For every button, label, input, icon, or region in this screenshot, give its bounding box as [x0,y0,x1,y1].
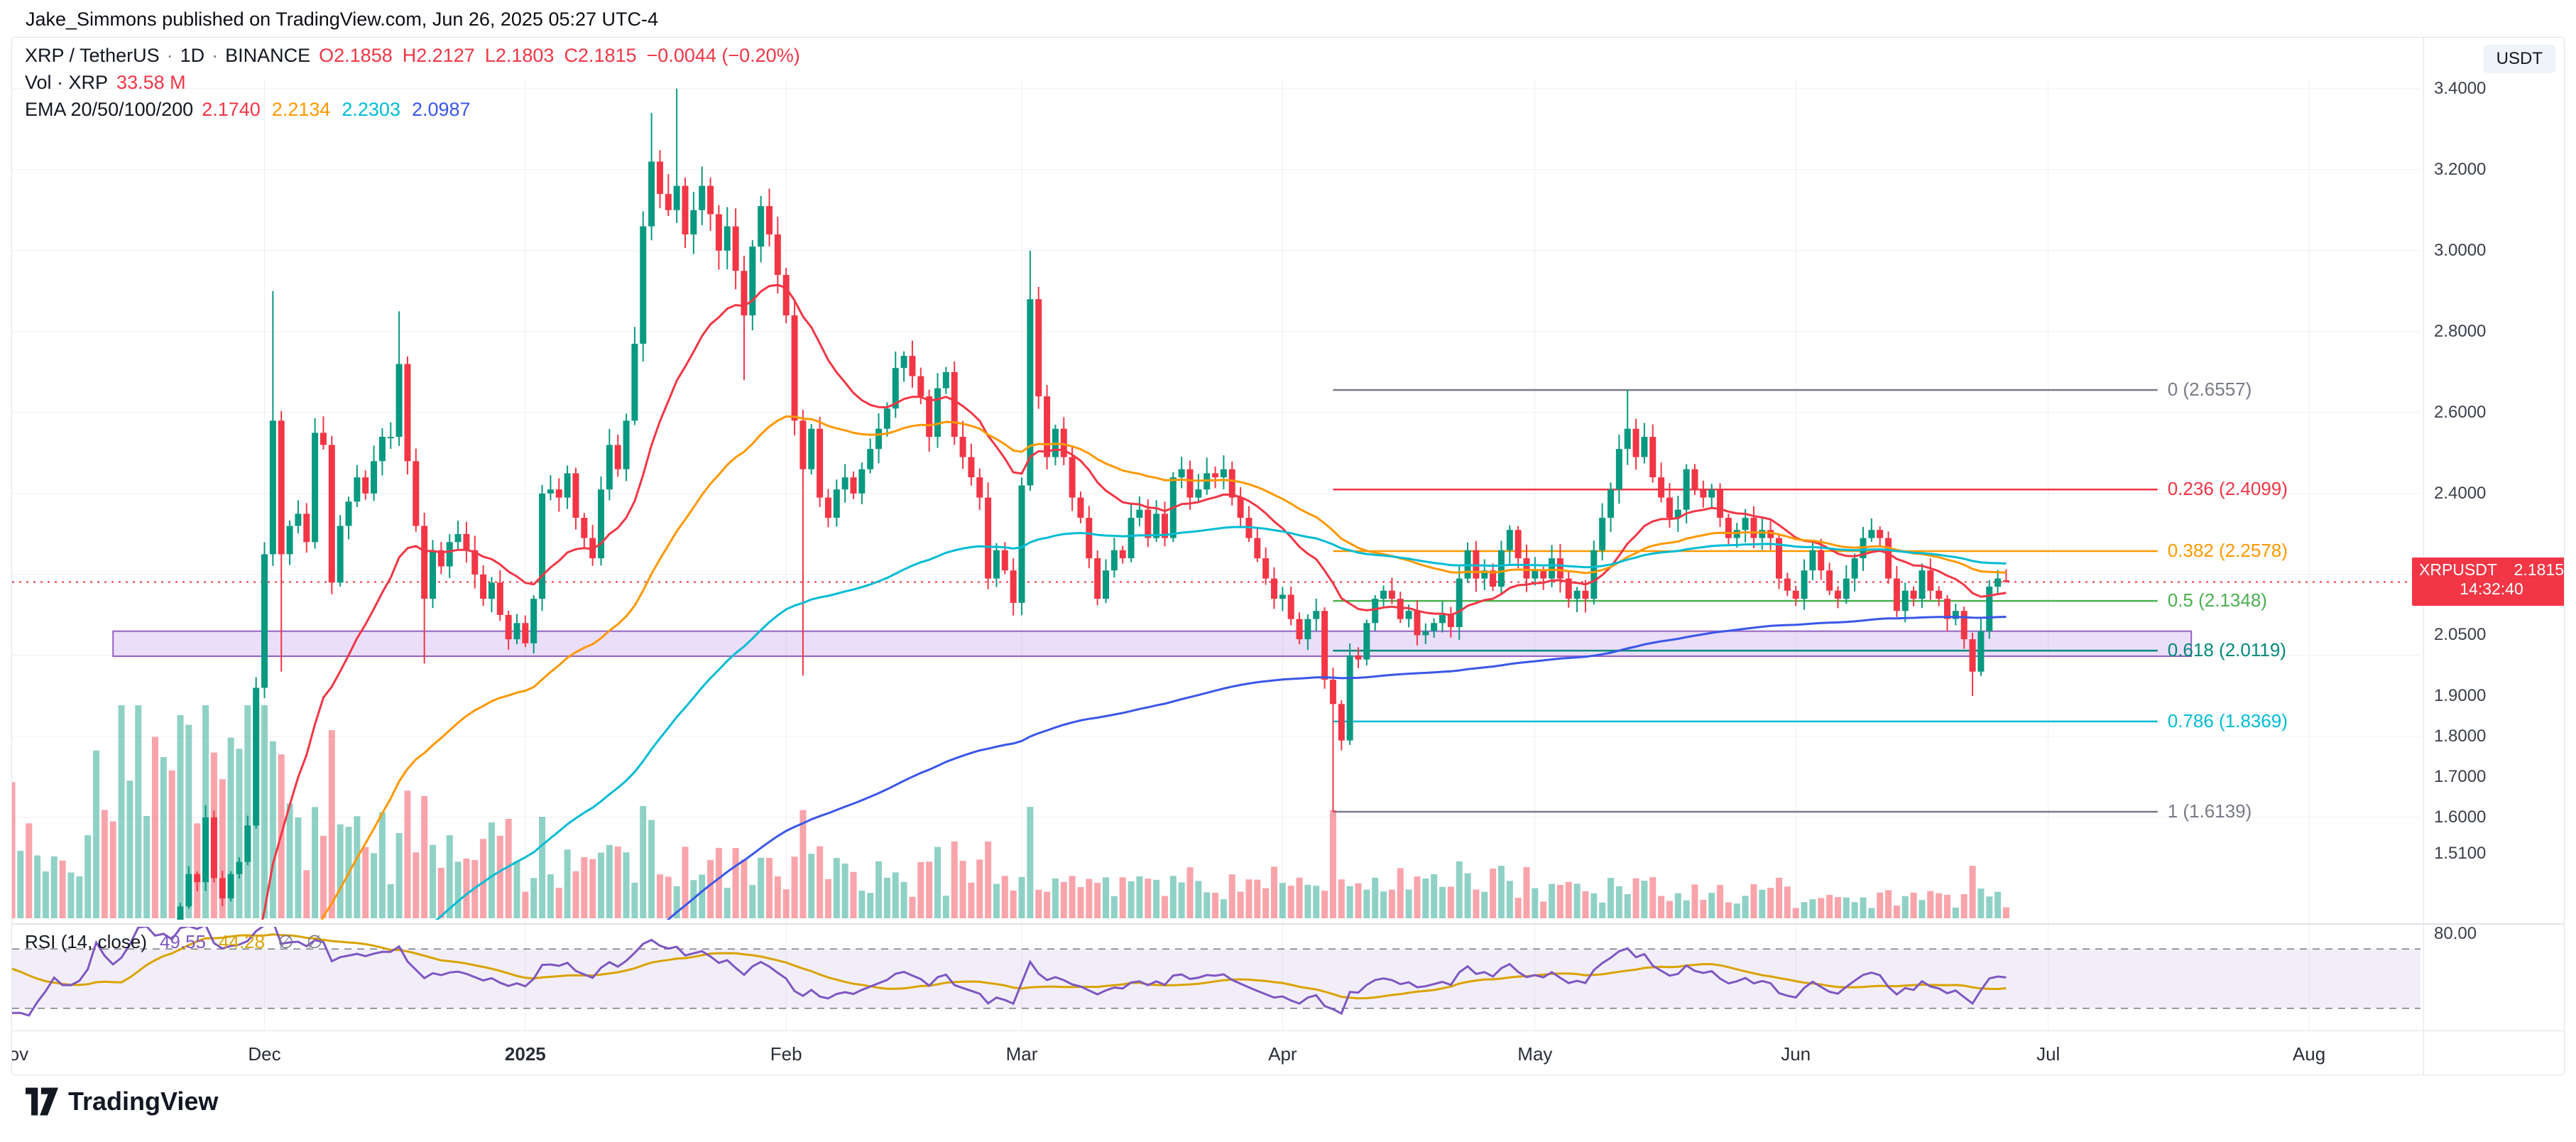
price-tick-label: 2.6000 [2434,402,2487,422]
price-tick-label: 1.5100 [2434,844,2487,864]
time-axis[interactable]: Nov Dec 2025 Feb Mar Apr May Jun Jul Aug [12,1030,2564,1075]
ema-value-50: 2.2134 [271,99,331,120]
tradingview-logo-icon[interactable] [26,1087,58,1116]
time-axis-label: Mar [1005,1043,1038,1065]
price-tick-label: 1.7000 [2434,766,2487,786]
currency-button[interactable]: USDT [2483,45,2555,73]
time-axis-label: Jun [1781,1043,1811,1065]
badge-price: 2.1815 [2514,560,2564,580]
fib-level-label: 0.786 (1.8369) [2167,709,2288,732]
ema-value-100: 2.2303 [342,99,400,120]
tradingview-brand[interactable]: TradingView [68,1087,219,1116]
change-value: −0.0044 (−0.20%) [646,45,800,66]
interval-label[interactable]: 1D [180,45,205,66]
fib-level-label: 0.236 (2.4099) [2167,478,2288,500]
price-tick-label: 2.4000 [2434,483,2487,503]
current-price-badge: XRPUSDT 2.1815 14:32:40 [2412,558,2564,607]
ema-label: EMA 20/50/100/200 [25,99,194,120]
price-tick-label: 3.0000 [2434,240,2487,260]
time-axis-label: Apr [1268,1043,1297,1065]
rsi-tick-label: 80.00 [2434,924,2477,944]
time-axis-label: May [1517,1043,1553,1065]
ohlc-value-h: H2.2127 [402,45,475,66]
ohlc-value-o: O2.1858 [319,45,393,66]
volume-value: 33.58 M [116,72,186,93]
separator-dot: · [212,45,219,66]
ohlc-value-c: C2.1815 [564,45,637,66]
symbol-row[interactable]: XRP / TetherUS · 1D · BINANCE O2.1858 H2.… [25,45,800,67]
fib-level-label: 1 (1.6139) [2167,800,2252,822]
rsi-value: 49.55 [159,931,207,952]
price-tick-label: 2.0500 [2434,625,2487,645]
price-tick-label: 3.2000 [2434,159,2487,179]
rsi-empty-icon: ∅ [278,931,294,952]
separator-dot: · [166,45,173,66]
price-tick-label: 1.6000 [2434,807,2487,827]
chart-canvas[interactable] [12,38,2565,1075]
volume-label: Vol · XRP [25,72,109,93]
ema-values: 2.1740 2.2134 2.2303 2.0987 [202,99,481,121]
time-axis-label: 2025 [504,1043,546,1065]
volume-row[interactable]: Vol · XRP 33.58 M [25,72,800,94]
rsi-label: RSI (14, close) [25,931,147,952]
price-axis[interactable]: 3.4000 3.2000 3.0000 2.8000 2.6000 2.4000 2.05… [2423,38,2564,1075]
time-axis-label: Nov [12,1043,29,1065]
ohlc-value-l: L2.1803 [484,45,555,66]
rsi-ma-value: 44.28 [219,931,266,952]
time-axis-label: Dec [248,1043,281,1065]
ema-value-20: 2.1740 [202,99,261,120]
badge-symbol: XRPUSDT [2419,560,2497,580]
price-tick-label: 1.9000 [2434,685,2487,705]
symbol-title[interactable]: XRP / TetherUS [25,45,160,66]
badge-countdown: 14:32:40 [2460,580,2523,599]
fib-level-label: 0 (2.6557) [2167,379,2252,401]
price-tick-label: 2.8000 [2434,321,2487,341]
fib-level-label: 0.5 (2.1348) [2167,589,2267,611]
rsi-empty-icon: ∅ [306,931,323,952]
ema-row[interactable]: EMA 20/50/100/200 2.1740 2.2134 2.2303 2.09… [25,99,800,121]
footer: TradingView [26,1087,218,1116]
exchange-label: BINANCE [225,45,311,66]
chart-legend: XRP / TetherUS · 1D · BINANCE O2.1858 H2.… [25,45,800,126]
price-tick-label: 3.4000 [2434,78,2487,98]
time-axis-label: Aug [2292,1043,2326,1065]
rsi-legend[interactable]: RSI (14, close) 49.55 44.28 ∅ ∅ [25,931,322,953]
time-axis-label: Jul [2036,1043,2061,1065]
ema-value-200: 2.0987 [411,99,471,120]
fib-level-label: 0.382 (2.2578) [2167,539,2288,561]
fib-level-label: 0.618 (2.0119) [2167,639,2286,661]
price-tick-label: 1.8000 [2434,726,2487,746]
ohlc-values: O2.1858 H2.2127 L2.1803 C2.1815 [319,45,646,67]
time-axis-label: Feb [770,1043,802,1065]
publish-caption: Jake_Simmons published on TradingView.co… [26,9,659,30]
chart-widget: XRP / TetherUS · 1D · BINANCE O2.1858 H2.… [11,37,2565,1075]
